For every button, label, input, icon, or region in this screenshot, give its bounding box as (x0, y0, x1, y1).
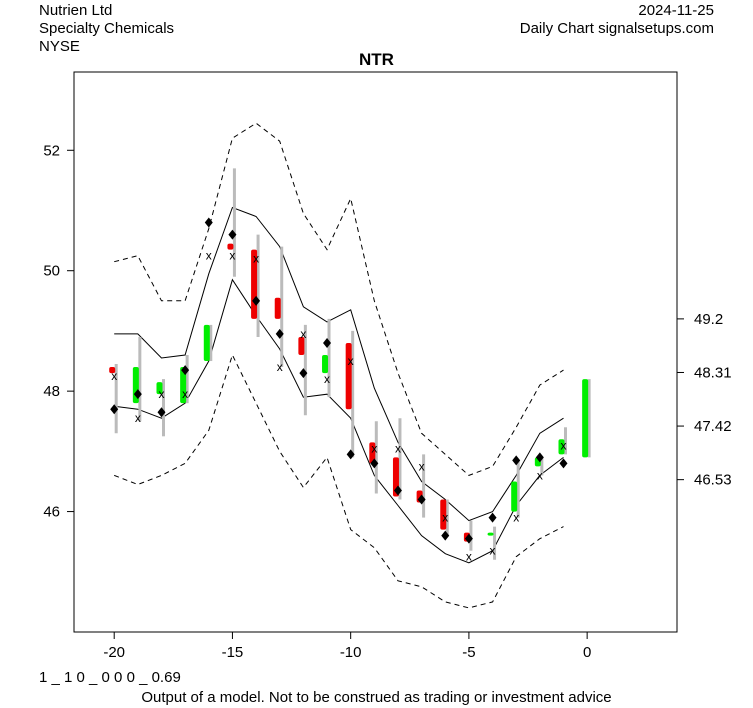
x-marker: x (158, 387, 164, 401)
x-marker: x (466, 550, 472, 564)
candle-body (511, 481, 518, 512)
x-marker: x (135, 411, 141, 425)
diamond-marker (228, 229, 237, 240)
x-marker: x (442, 511, 448, 525)
x-marker: x (419, 459, 425, 473)
x-marker: x (277, 360, 283, 374)
exchange-label: NYSE (39, 38, 80, 55)
diamond-marker (346, 449, 355, 460)
candle-body (558, 439, 565, 455)
diamond-marker (512, 455, 521, 466)
y-tick-label-left: 50 (43, 263, 60, 280)
plot-frame (73, 71, 678, 633)
band-inner-upper (114, 206, 564, 522)
x-marker: x (513, 511, 519, 525)
candle-body (156, 382, 163, 395)
x-marker: x (490, 544, 496, 558)
x-marker: x (348, 354, 354, 368)
candle-body (487, 532, 494, 536)
diamond-marker (417, 494, 426, 505)
candle-body (227, 243, 234, 250)
candle-body (274, 297, 281, 319)
disclaimer: Output of a model. Not to be construed a… (141, 689, 612, 706)
diamond-marker (464, 533, 473, 544)
model-code: 1 _ 1 0 _ 0 0 0 _ 0.69 (39, 669, 181, 686)
candle-body (109, 367, 116, 374)
candle-body (298, 336, 305, 356)
candle-body (322, 355, 329, 374)
candle-body (440, 499, 447, 530)
x-marker: x (560, 438, 566, 452)
diamond-marker (157, 407, 166, 418)
diamond-marker (323, 337, 332, 348)
diamond-marker (441, 530, 450, 541)
x-tick-label: -15 (222, 644, 244, 661)
diamond-marker (559, 458, 568, 469)
candle-body (203, 324, 210, 362)
y-tick-label-left: 48 (43, 383, 60, 400)
x-marker: x (300, 327, 306, 341)
y-tick-label-right: 48.31 (694, 364, 732, 381)
candle-body (180, 367, 187, 404)
y-tick-label-right: 47.42 (694, 418, 732, 435)
diamond-marker (110, 404, 119, 415)
x-marker: x (324, 372, 330, 386)
x-marker: x (182, 387, 188, 401)
candle-body (369, 442, 376, 464)
diamond-marker (299, 368, 308, 379)
diamond-marker (252, 295, 261, 306)
x-marker: x (537, 468, 543, 482)
x-marker: x (229, 249, 235, 263)
y-tick-label-left: 52 (43, 142, 60, 159)
diamond-marker (181, 365, 190, 376)
x-marker: x (371, 441, 377, 455)
chart-title: NTR (359, 50, 394, 69)
x-marker: x (395, 441, 401, 455)
x-tick-label: 0 (583, 644, 591, 661)
band-outer-lower (114, 353, 564, 609)
y-tick-label-left: 46 (43, 504, 60, 521)
x-marker: x (253, 252, 259, 266)
candle-body (582, 379, 589, 458)
sector-label: Specialty Chemicals (39, 20, 175, 37)
diamond-marker (275, 328, 284, 339)
chart-date: 2024-11-25 (638, 2, 714, 19)
diamond-marker (393, 485, 402, 496)
y-tick-label-right: 49.2 (694, 311, 723, 328)
x-tick-label: -20 (103, 644, 125, 661)
y-tick-label-right: 46.53 (694, 472, 732, 489)
x-marker: x (111, 369, 117, 383)
diamond-marker (370, 458, 379, 469)
diamond-marker (488, 512, 497, 523)
band-inner-lower (114, 278, 564, 564)
diamond-marker (535, 452, 544, 463)
company-name: Nutrien Ltd (39, 2, 113, 19)
x-tick-label: -5 (462, 644, 475, 661)
band-outer-upper (114, 122, 564, 476)
candle-body (345, 342, 352, 410)
x-tick-label: -10 (340, 644, 362, 661)
diamond-marker (133, 389, 142, 400)
diamond-marker (204, 217, 213, 228)
chart-source: Daily Chart signalsetups.com (519, 20, 714, 37)
x-marker: x (206, 249, 212, 263)
